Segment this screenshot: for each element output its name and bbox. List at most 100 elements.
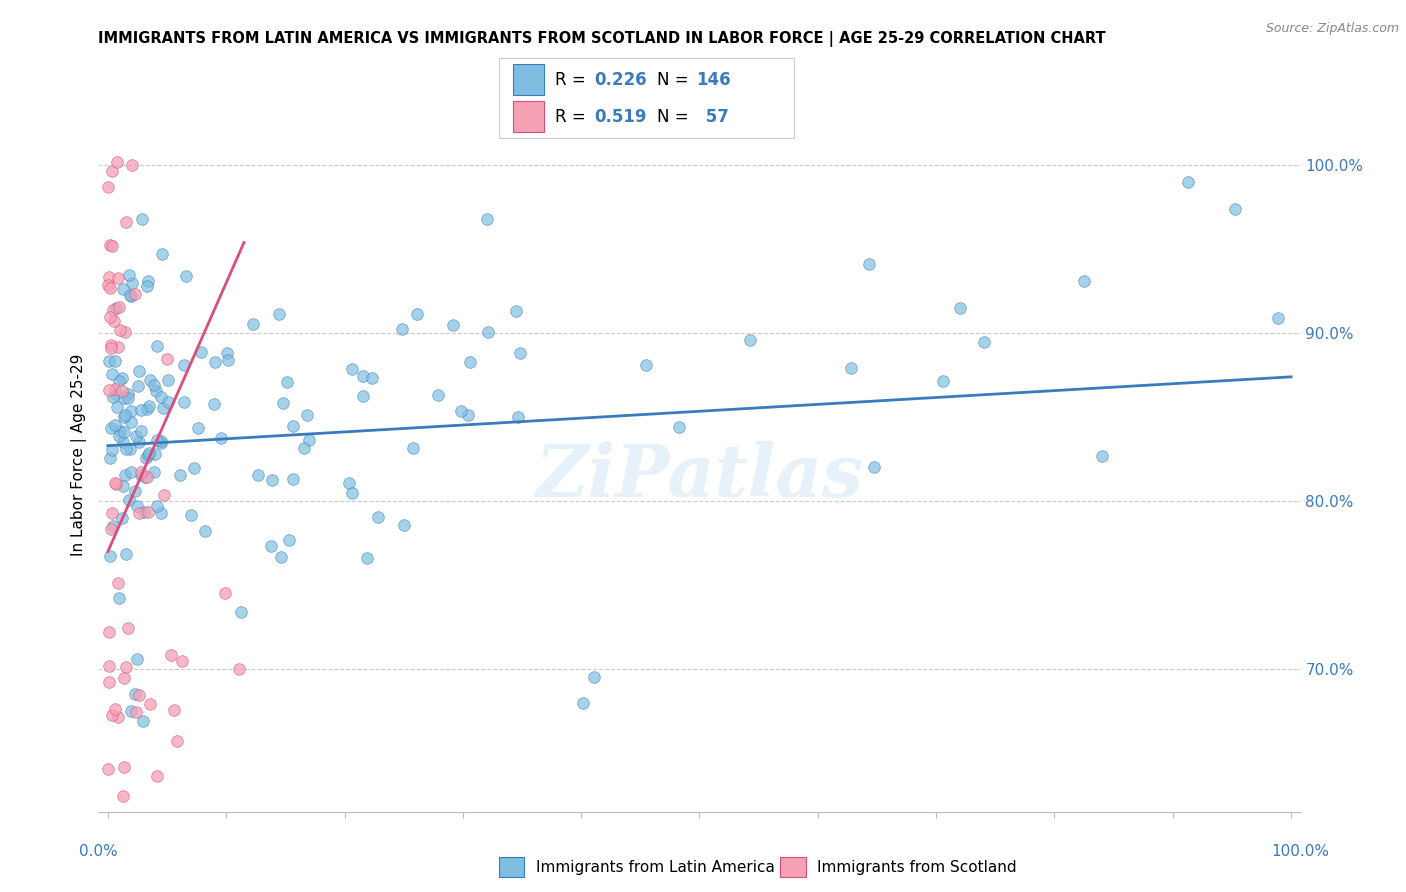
Point <box>367 509 389 524</box>
Point <box>740 333 762 347</box>
Point <box>932 374 955 388</box>
Point <box>270 550 292 565</box>
Point <box>150 434 173 448</box>
Point <box>156 351 179 366</box>
Point <box>145 499 167 513</box>
Point <box>117 621 139 635</box>
Point <box>128 507 150 521</box>
Point <box>134 470 156 484</box>
Point <box>103 390 125 404</box>
Point <box>247 467 270 482</box>
Point <box>142 465 165 479</box>
Point <box>104 354 127 368</box>
Point <box>668 419 690 434</box>
Point <box>136 279 159 293</box>
Point <box>108 301 131 315</box>
Point <box>111 384 134 399</box>
Point <box>111 282 134 296</box>
Text: 100.0%: 100.0% <box>1271 845 1330 859</box>
Point <box>129 402 152 417</box>
Point <box>202 397 225 411</box>
Point <box>112 391 135 405</box>
Point <box>124 687 146 701</box>
Point <box>340 486 363 500</box>
Point <box>101 164 124 178</box>
Point <box>337 476 360 491</box>
Point <box>101 506 124 520</box>
Point <box>841 361 863 376</box>
Point <box>132 714 155 728</box>
Point <box>128 364 150 378</box>
Point <box>634 358 657 372</box>
Text: R =: R = <box>555 70 592 88</box>
Point <box>131 212 153 227</box>
Point <box>101 367 124 381</box>
Point <box>406 307 429 321</box>
Point <box>101 707 124 722</box>
Point <box>443 318 465 332</box>
Point <box>118 268 141 282</box>
Point <box>145 384 167 399</box>
Point <box>131 465 153 479</box>
Point <box>114 467 136 482</box>
Point <box>107 271 129 285</box>
Point <box>125 705 148 719</box>
Point <box>97 278 120 293</box>
Text: N =: N = <box>657 70 693 88</box>
Point <box>104 476 127 491</box>
Point <box>107 374 129 388</box>
Text: 57: 57 <box>700 108 730 126</box>
Point <box>105 301 128 315</box>
Point <box>150 435 173 450</box>
Point <box>120 289 142 303</box>
Point <box>120 404 142 418</box>
Point <box>1090 450 1112 464</box>
Point <box>187 420 209 434</box>
Point <box>295 408 318 422</box>
Point <box>172 654 194 668</box>
Point <box>111 479 134 493</box>
Point <box>111 371 134 385</box>
Point <box>509 346 531 360</box>
Point <box>117 391 139 405</box>
Point <box>401 442 423 456</box>
Point <box>858 257 880 271</box>
Point <box>361 371 384 385</box>
Point <box>180 508 202 522</box>
Point <box>174 268 197 283</box>
Point <box>229 605 252 619</box>
Point <box>149 390 172 404</box>
Text: Source: ZipAtlas.com: Source: ZipAtlas.com <box>1265 22 1399 36</box>
Point <box>506 410 529 425</box>
Point <box>107 591 129 605</box>
Point <box>204 355 226 369</box>
Point <box>156 394 179 409</box>
Point <box>1225 202 1247 216</box>
Point <box>273 395 295 409</box>
Text: R =: R = <box>555 108 592 126</box>
Point <box>115 215 138 229</box>
Point <box>150 246 173 260</box>
Point <box>100 450 122 465</box>
Point <box>124 484 146 499</box>
Point <box>136 401 159 416</box>
Point <box>356 550 378 565</box>
Point <box>143 447 166 461</box>
Point <box>112 409 135 424</box>
Point <box>117 386 139 401</box>
Point <box>120 466 142 480</box>
Point <box>114 326 136 340</box>
Point <box>572 696 595 710</box>
Y-axis label: In Labor Force | Age 25-29: In Labor Force | Age 25-29 <box>72 354 87 556</box>
Point <box>138 448 160 462</box>
Point <box>104 383 127 397</box>
Point <box>105 400 128 414</box>
Point <box>98 310 121 324</box>
Point <box>391 322 413 336</box>
Point <box>124 287 146 301</box>
Point <box>149 506 172 520</box>
Point <box>100 421 122 435</box>
Point <box>127 652 149 666</box>
Point <box>115 547 138 561</box>
Point <box>121 276 143 290</box>
